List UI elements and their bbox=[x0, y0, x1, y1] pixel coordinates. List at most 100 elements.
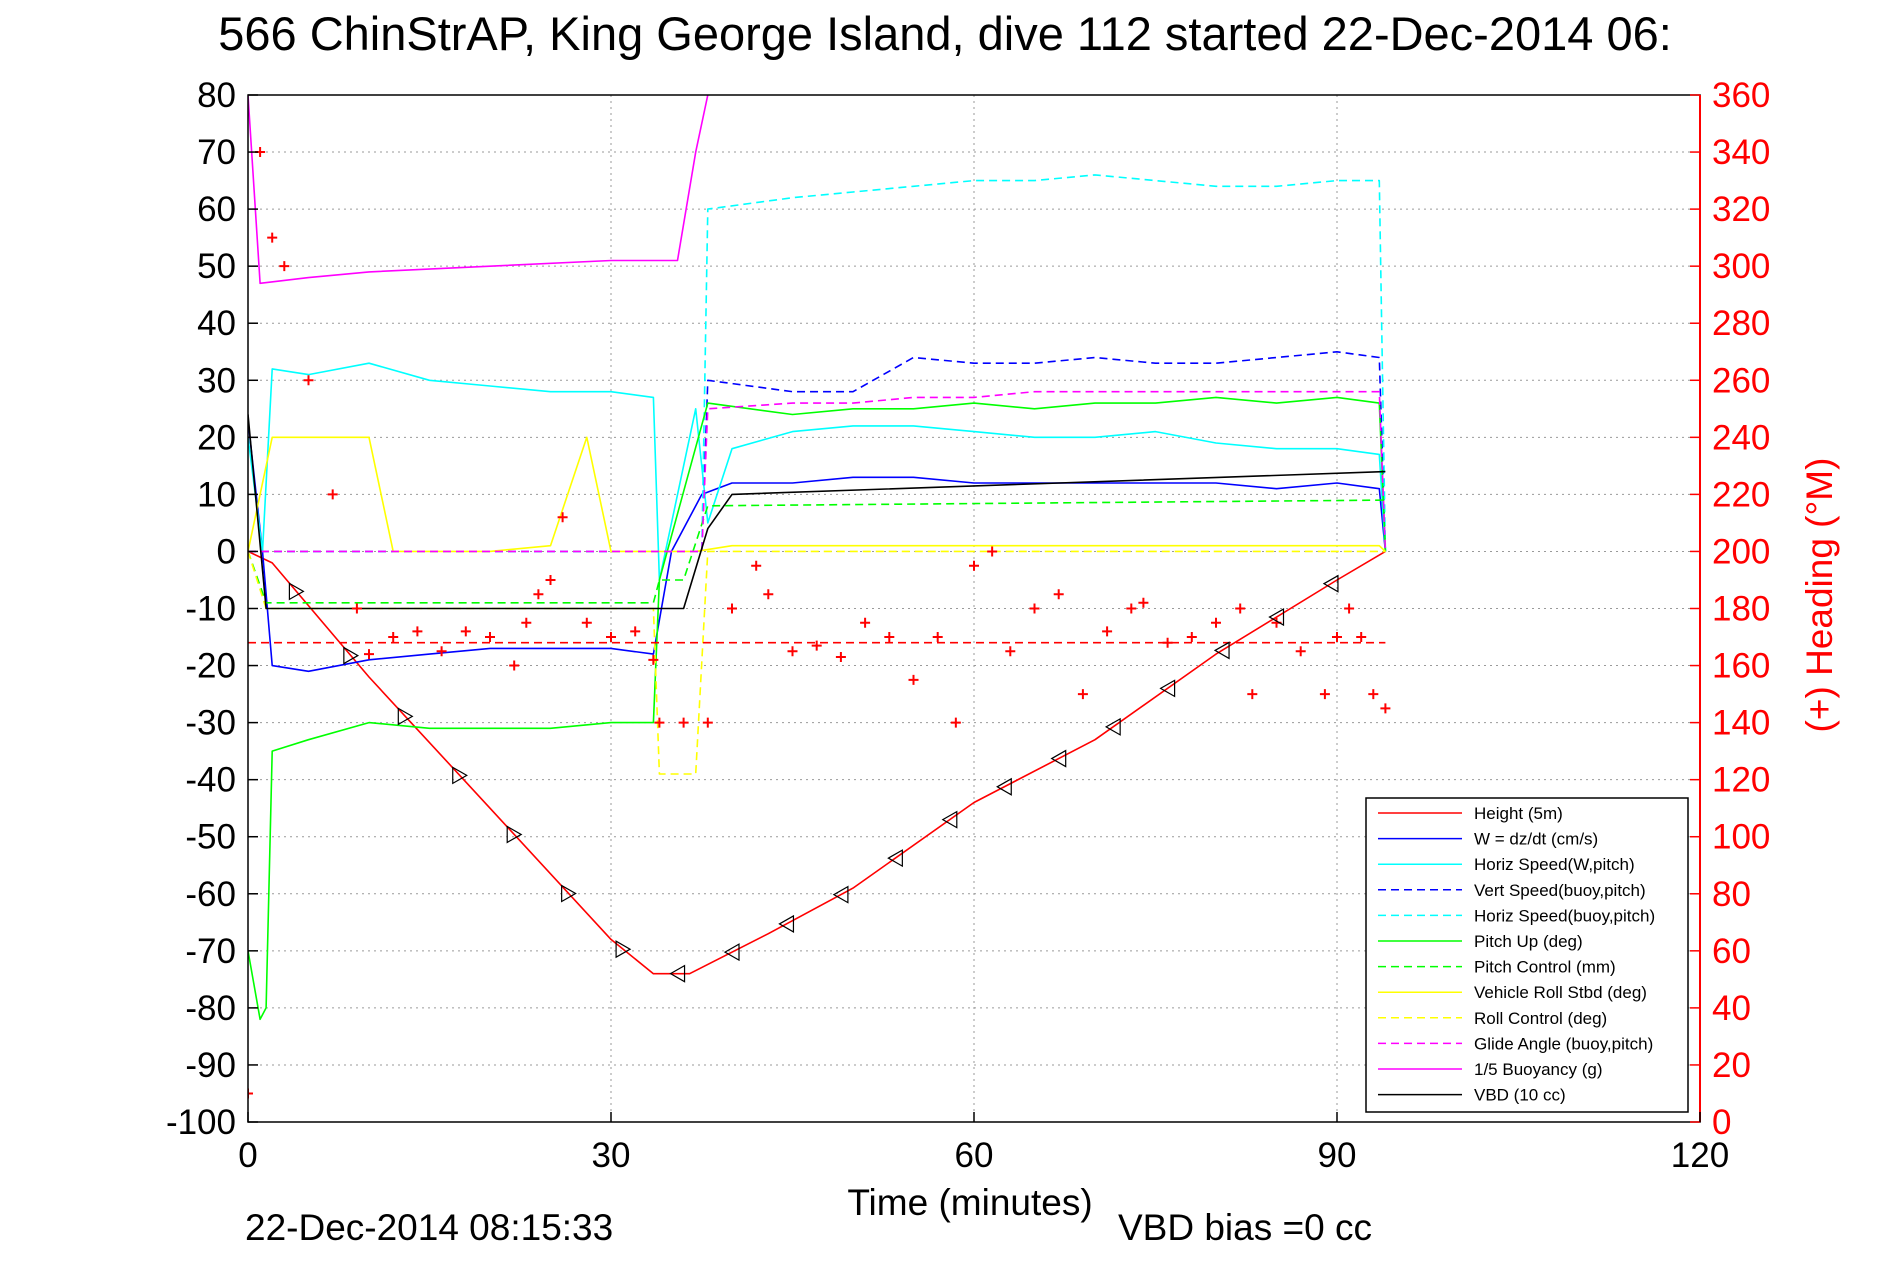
depth-marker bbox=[723, 943, 740, 962]
heading-point bbox=[303, 375, 314, 386]
heading-point bbox=[811, 640, 822, 651]
heading-point bbox=[533, 589, 544, 600]
heading-point bbox=[485, 632, 495, 643]
depth-marker bbox=[1104, 717, 1121, 736]
heading-point bbox=[557, 512, 568, 523]
depth-marker bbox=[1050, 749, 1067, 768]
x-tick-label: 0 bbox=[238, 1136, 257, 1175]
series-1-5-buoyancy-g bbox=[248, 95, 709, 285]
heading-point bbox=[1368, 689, 1379, 700]
y2-tick-label: 120 bbox=[1712, 761, 1770, 800]
heading-point bbox=[1332, 632, 1342, 643]
legend-label: Roll Control (deg) bbox=[1474, 1009, 1607, 1028]
depth-marker bbox=[615, 940, 632, 959]
series-height-5m bbox=[248, 550, 1386, 975]
heading-point bbox=[702, 717, 713, 728]
heading-point bbox=[987, 546, 998, 557]
y-tick-label: -100 bbox=[166, 1103, 236, 1142]
heading-point bbox=[1247, 689, 1258, 700]
heading-point bbox=[545, 574, 556, 585]
legend-box bbox=[1365, 797, 1689, 1113]
depth-marker bbox=[941, 810, 958, 829]
depth-marker bbox=[288, 582, 305, 601]
legend-label: W = dz/dt (cm/s) bbox=[1474, 830, 1598, 849]
y-tick-label: 70 bbox=[197, 133, 236, 172]
depth-marker bbox=[506, 825, 523, 844]
heading-point bbox=[678, 717, 689, 728]
depth-marker bbox=[1213, 641, 1230, 660]
heading-point bbox=[364, 649, 374, 660]
heading-point bbox=[327, 489, 338, 500]
heading-point bbox=[1356, 632, 1367, 643]
x-tick-label: 30 bbox=[592, 1136, 631, 1175]
legend-label: Pitch Up (deg) bbox=[1474, 932, 1583, 951]
depth-marker bbox=[452, 766, 468, 785]
depth-marker bbox=[1159, 679, 1176, 698]
y2-tick-label: 260 bbox=[1712, 361, 1770, 400]
heading-point bbox=[932, 632, 943, 643]
heading-point bbox=[1053, 589, 1064, 600]
heading-point bbox=[1380, 703, 1391, 714]
heading-point bbox=[1138, 597, 1149, 608]
series-layer bbox=[248, 95, 1391, 1099]
heading-point bbox=[835, 651, 846, 662]
depth-marker bbox=[1322, 574, 1339, 593]
heading-point bbox=[1319, 689, 1330, 700]
y2-tick-label: 200 bbox=[1712, 532, 1770, 571]
heading-point bbox=[460, 626, 471, 637]
heading-point bbox=[388, 632, 399, 643]
y-tick-label: 60 bbox=[197, 190, 236, 229]
y-tick-label: -40 bbox=[185, 761, 236, 800]
y-tick-label: 20 bbox=[197, 418, 236, 457]
y2-tick-label: 20 bbox=[1712, 1046, 1751, 1085]
y2-tick-label: 0 bbox=[1712, 1103, 1731, 1142]
depth-marker bbox=[887, 849, 903, 868]
depth-marker bbox=[778, 914, 795, 933]
heading-point bbox=[1126, 603, 1137, 614]
legend-label: Height (5m) bbox=[1474, 804, 1563, 823]
heading-point bbox=[606, 632, 616, 643]
legend-label: VBD (10 cc) bbox=[1474, 1086, 1566, 1105]
y2-tick-label: 60 bbox=[1712, 932, 1751, 971]
vbd-bias-label: VBD bias =0 cc bbox=[1118, 1207, 1372, 1248]
heading-point bbox=[509, 660, 520, 671]
heading-point bbox=[908, 674, 919, 685]
y-tick-label: -80 bbox=[185, 989, 236, 1028]
y2-tick-label: 140 bbox=[1712, 704, 1770, 743]
legend-label: Vehicle Roll Stbd (deg) bbox=[1474, 983, 1647, 1002]
heading-point bbox=[521, 617, 532, 628]
y2-tick-label: 300 bbox=[1712, 247, 1770, 286]
legend-label: Glide Angle (buoy,pitch) bbox=[1474, 1034, 1653, 1053]
heading-point bbox=[654, 717, 665, 728]
y2-tick-label: 360 bbox=[1712, 76, 1770, 115]
bottom-axis-ticks: 0 30 60 90 120 bbox=[238, 1112, 1729, 1175]
heading-point bbox=[412, 626, 423, 637]
heading-point bbox=[267, 232, 278, 243]
heading-point bbox=[436, 646, 447, 657]
left-axis-ticks: 80 70 60 50 40 30 20 10 0 -10 -20 -30 -40 -50 -60 -70 -8… bbox=[166, 76, 258, 1142]
series-heading bbox=[248, 147, 1391, 1099]
series-horiz-speed-buoy-pitch bbox=[248, 174, 1387, 553]
heading-point bbox=[884, 632, 895, 643]
series-vbd-10-cc bbox=[248, 414, 1386, 610]
y-tick-label: -90 bbox=[185, 1046, 236, 1085]
heading-point bbox=[763, 589, 774, 600]
heading-point bbox=[1186, 632, 1197, 643]
heading-point bbox=[351, 603, 362, 614]
series-roll-control-deg bbox=[248, 550, 1386, 775]
y-tick-label: -20 bbox=[185, 647, 236, 686]
y2-tick-label: 320 bbox=[1712, 190, 1770, 229]
y-tick-label: -70 bbox=[185, 932, 236, 971]
heading-point bbox=[1029, 603, 1040, 614]
depth-marker bbox=[561, 884, 577, 903]
y-tick-label: -50 bbox=[185, 818, 236, 857]
y2-tick-label: 40 bbox=[1712, 989, 1751, 1028]
y2-tick-label: 340 bbox=[1712, 133, 1770, 172]
heading-point bbox=[950, 717, 961, 728]
heading-point bbox=[1102, 626, 1113, 637]
depth-marker bbox=[832, 885, 849, 904]
y-tick-label: 50 bbox=[197, 247, 236, 286]
legend: Height (5m) W = dz/dt (cm/s) Horiz Speed(W… bbox=[1365, 797, 1689, 1113]
right-axis-ticks: 3603403203002802602402202001801601401201… bbox=[1690, 76, 1770, 1142]
